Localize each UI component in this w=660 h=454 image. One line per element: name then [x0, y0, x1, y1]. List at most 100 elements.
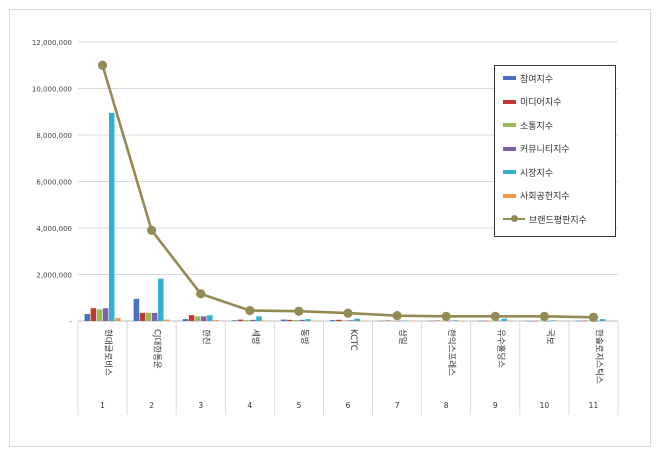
- x-tick-label: 10: [540, 401, 550, 410]
- bar-6-5: [311, 320, 317, 322]
- bar-2-2: [139, 312, 146, 321]
- x-category-name: CJ대한통운: [152, 329, 162, 369]
- x-tick-label: 8: [444, 401, 449, 410]
- bar-4-6: [348, 320, 354, 321]
- bar-2-3: [188, 315, 195, 321]
- chart-frame: - 2,000,000 4,000,000 6,000,000 8,000,000 10,…: [9, 9, 651, 447]
- bar-5-7: [403, 320, 409, 322]
- line-point-10: [539, 311, 549, 321]
- bar-1-9: [477, 320, 483, 322]
- legend-label: 사회공헌지수: [520, 192, 570, 202]
- bar-3-7: [391, 320, 397, 322]
- x-category-name: 현대글로비스: [103, 329, 113, 376]
- bar-2-7: [385, 320, 391, 322]
- y-tick-label: 4,000,000: [36, 225, 72, 233]
- bar-1-7: [379, 320, 385, 322]
- line-point-6: [343, 308, 353, 318]
- bar-6-10: [556, 320, 563, 322]
- x-tick-label: 1: [100, 401, 105, 410]
- x-category-name: 동방: [299, 329, 310, 345]
- bar-5-6: [354, 318, 360, 321]
- bar-3-5: [293, 320, 299, 321]
- bar-5-10: [550, 320, 557, 321]
- bar-3-6: [342, 320, 348, 321]
- legend-item: 참여지수: [503, 71, 553, 85]
- x-category-name: 한솔로지스틱스: [593, 329, 604, 384]
- bar-2-1: [90, 308, 97, 321]
- bar-5-3: [207, 315, 213, 321]
- x-tick-label: 5: [297, 401, 302, 410]
- x-category-name: KCTC: [348, 329, 358, 351]
- x-category-name: 한진: [201, 329, 212, 345]
- chart-legend: 참여지수 미디어지수 소통지수 커뮤니티지수 시장지수 사회공헌지수 브랜드평판지수: [494, 65, 616, 237]
- legend-dot-marker: [511, 215, 518, 222]
- x-tick-label: 9: [493, 401, 498, 410]
- legend-swatch: [503, 146, 516, 151]
- bar-1-8: [428, 320, 434, 322]
- x-category-name: 한익스프레스: [446, 329, 457, 376]
- bar-2-6: [336, 319, 342, 321]
- x-category-name: 세방: [250, 329, 261, 345]
- bar-1-5: [280, 319, 287, 321]
- bar-3-9: [489, 320, 495, 322]
- legend-label: 미디어지수: [520, 98, 562, 108]
- x-category-name: 삼일: [397, 329, 408, 345]
- legend-label: 브랜드평판지수: [529, 215, 587, 226]
- legend-swatch: [503, 123, 516, 127]
- bar-5-2: [158, 278, 164, 321]
- legend-label: 시장지수: [520, 168, 554, 179]
- bar-6-7: [409, 320, 416, 322]
- bar-2-9: [483, 320, 489, 322]
- bar-1-4: [231, 320, 238, 321]
- x-category-name: 유수홀딩스: [495, 329, 506, 368]
- bar-6-8: [458, 320, 465, 322]
- legend-item: 사회공헌지수: [503, 189, 570, 203]
- bar-4-10: [544, 320, 551, 322]
- bar-4-5: [299, 319, 305, 321]
- bar-6-9: [507, 320, 514, 322]
- bar-3-11: [587, 320, 594, 322]
- bar-5-11: [599, 319, 606, 321]
- bar-5-4: [256, 316, 262, 321]
- bar-2-10: [532, 320, 538, 322]
- bar-2-5: [287, 319, 293, 321]
- bar-1-3: [182, 319, 189, 321]
- legend-label: 소통지수: [520, 121, 554, 132]
- line-point-1: [97, 60, 108, 70]
- x-tick-label: 2: [149, 401, 154, 410]
- bar-6-3: [213, 320, 219, 321]
- legend-item: 미디어지수: [503, 95, 561, 109]
- y-tick-label: 8,000,000: [36, 132, 72, 140]
- x-tick-label: 3: [198, 401, 203, 410]
- bar-4-1: [102, 308, 109, 321]
- bar-3-3: [194, 316, 201, 321]
- bar-6-4: [262, 320, 268, 322]
- bar-3-10: [538, 320, 545, 322]
- bar-4-7: [397, 320, 403, 322]
- line-point-2: [147, 225, 157, 235]
- legend-swatch: [503, 170, 516, 174]
- y-tick-label: 6,000,000: [36, 179, 72, 187]
- legend-line-swatch: [503, 215, 525, 222]
- legend-label: 참여지수: [520, 74, 554, 85]
- legend-swatch: [503, 193, 516, 198]
- bar-1-1: [84, 314, 91, 321]
- bar-4-4: [250, 319, 256, 321]
- legend-item: 소통지수: [503, 118, 553, 132]
- y-tick-label: -: [69, 318, 72, 326]
- bar-4-11: [593, 320, 600, 322]
- x-tick-label: 7: [395, 401, 400, 410]
- bar-1-6: [330, 320, 336, 321]
- bar-5-1: [108, 112, 115, 321]
- line-point-8: [441, 311, 451, 321]
- x-tick-label: 6: [346, 401, 351, 410]
- bar-2-11: [581, 320, 588, 322]
- line-point-11: [588, 312, 599, 322]
- bar-4-9: [495, 320, 502, 322]
- legend-swatch: [503, 76, 516, 80]
- bar-6-11: [605, 320, 612, 322]
- bar-2-8: [434, 320, 440, 322]
- x-tick-label: 11: [589, 401, 599, 410]
- bar-4-8: [446, 320, 452, 322]
- y-tick-label: 10,000,000: [32, 86, 72, 94]
